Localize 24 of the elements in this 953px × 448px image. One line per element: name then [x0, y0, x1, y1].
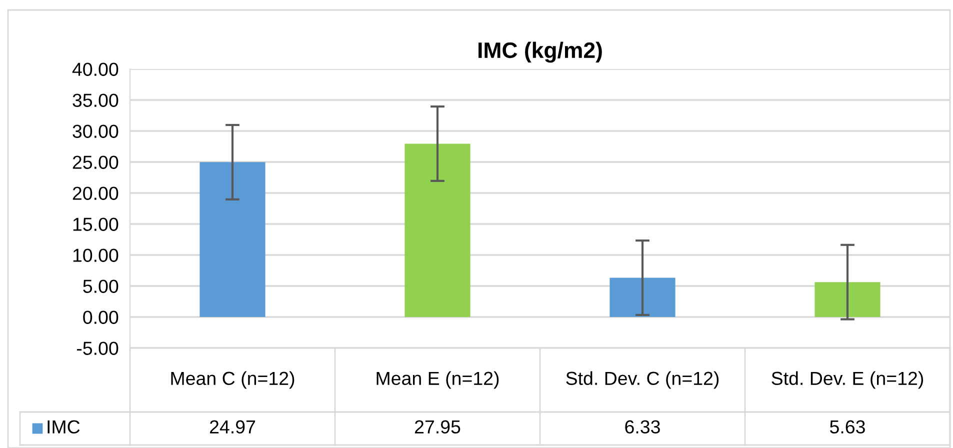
y-tick-label: 25.00	[72, 156, 118, 169]
y-tick-label: 20.00	[72, 186, 118, 200]
y-tick-label: 15.00	[73, 218, 118, 231]
y-tick-label: 35.00	[72, 94, 118, 107]
data-label: 27.95	[414, 420, 460, 434]
x-tick-label: Std. Dev. C (n=12)	[566, 371, 719, 389]
y-tick-label: 5.00	[83, 280, 118, 293]
y-tick-label: 40.00	[72, 62, 118, 76]
y-tick-label: 10.00	[73, 248, 118, 262]
y-tick-label: -5.00	[76, 342, 118, 355]
data-label: 24.97	[210, 420, 256, 434]
data-label: 6.33	[625, 420, 660, 434]
chart-title: IMC (kg/m2)	[478, 42, 602, 63]
bar	[610, 278, 676, 317]
legend-label: IMC	[48, 420, 80, 434]
bar	[200, 162, 266, 317]
bar	[404, 144, 470, 317]
x-tick-label: Std. Dev. E (n=12)	[772, 371, 924, 389]
bar	[814, 282, 880, 317]
data-label: 5.63	[830, 420, 865, 434]
x-tick-label: Mean C (n=12)	[171, 371, 294, 389]
x-tick-label: Mean E (n=12)	[376, 371, 499, 389]
y-tick-label: 30.00	[72, 124, 118, 138]
y-tick-label: 0.00	[83, 310, 118, 324]
